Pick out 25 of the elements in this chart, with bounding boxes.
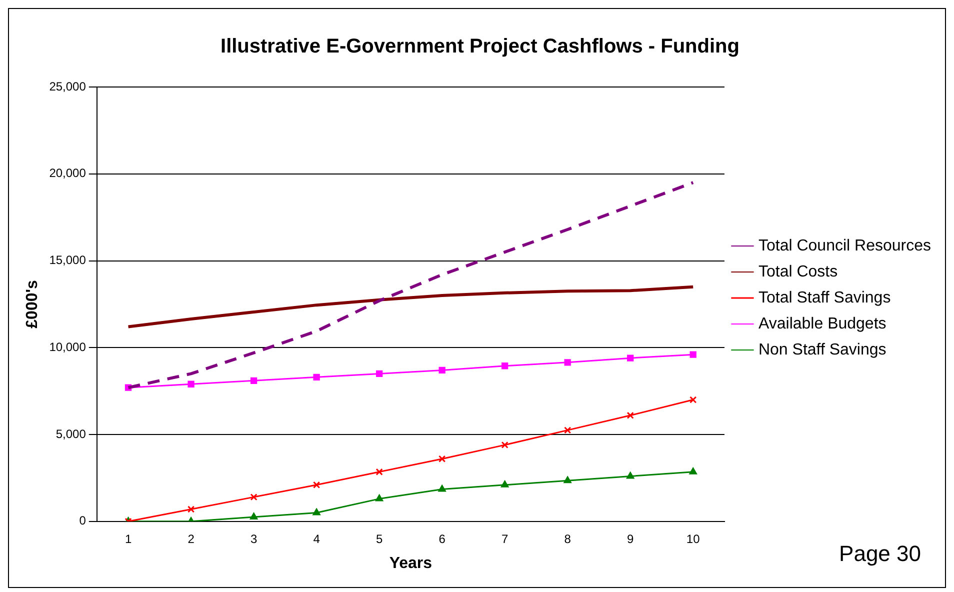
x-tick-label: 3 — [250, 532, 258, 546]
x-axis-title: Years — [389, 554, 432, 572]
x-tick-label: 1 — [124, 532, 132, 546]
legend-label: Total Staff Savings — [758, 289, 891, 306]
y-tick-label: 5,000 — [56, 426, 86, 441]
y-tick-label: 20,000 — [49, 166, 86, 180]
x-tick-label: 5 — [376, 532, 383, 546]
x-tick-label: 10 — [686, 532, 700, 546]
y-tick-label: 15,000 — [49, 253, 86, 268]
y-tick-label: 0 — [79, 514, 86, 528]
y-tick-label: 25,000 — [49, 79, 86, 94]
x-tick-label: 8 — [564, 532, 572, 546]
x-tick-label: 2 — [188, 532, 195, 546]
legend-label: Available Budgets — [758, 315, 886, 332]
legend-label: Total Costs — [758, 263, 838, 280]
chart-title: Illustrative E-Government Project Cashflows - Funding — [220, 36, 740, 58]
y-tick-label: 10,000 — [49, 340, 86, 354]
legend-label: Non Staff Savings — [758, 341, 886, 358]
x-tick-label: 7 — [501, 532, 508, 546]
x-tick-label: 9 — [626, 532, 634, 546]
x-tick-label: 4 — [313, 532, 320, 546]
y-axis-title: £000's — [24, 280, 42, 328]
text: Page 30 — [839, 541, 921, 567]
legend-label: Total Council Resources — [758, 237, 932, 254]
x-tick-label: 6 — [438, 532, 446, 546]
